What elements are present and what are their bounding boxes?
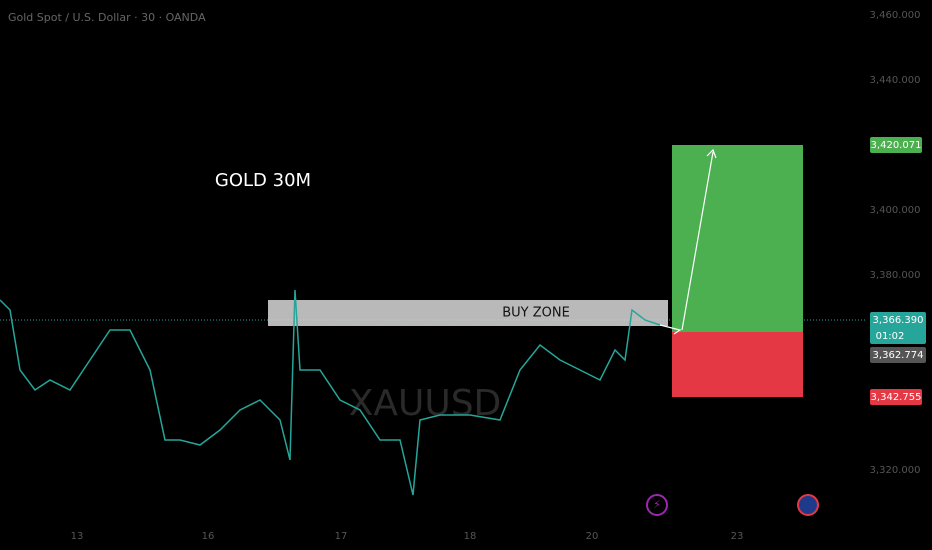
stop-price: 3,342.755 — [871, 392, 922, 403]
projection-arrow — [681, 151, 714, 331]
entry-price-box — [870, 347, 926, 363]
price-tick: 3,320.000 — [870, 465, 921, 476]
time-label: 18 — [464, 531, 477, 542]
price-tick: 3,380.000 — [870, 270, 921, 281]
time-label: 23 — [731, 531, 744, 542]
stop-zone — [672, 332, 803, 397]
timeframe-label: GOLD 30M — [215, 170, 311, 191]
price-tick: 3,460.000 — [870, 10, 921, 21]
arrow-head — [706, 148, 717, 159]
stop-price-box — [870, 389, 922, 405]
symbol-title: Gold Spot / U.S. Dollar · 30 · OANDA — [8, 11, 206, 24]
time-label: 13 — [71, 531, 84, 542]
target-price-box — [870, 137, 922, 153]
last-price-box — [870, 312, 926, 344]
time-label: 17 — [335, 531, 348, 542]
economic-event-icon[interactable] — [797, 494, 819, 516]
entry-arrow — [659, 324, 682, 335]
time-label: 16 — [202, 531, 215, 542]
price-tick: 3,440.000 — [870, 75, 921, 86]
countdown: 01:02 — [876, 331, 905, 342]
target-price: 3,420.071 — [871, 140, 922, 151]
last-price: 3,366.390 — [873, 315, 924, 326]
entry-price: 3,362.774 — [873, 350, 924, 361]
time-label: 20 — [586, 531, 599, 542]
event-icon-glyph: ⚡ — [653, 498, 661, 511]
target-zone — [672, 145, 803, 332]
buy-zone — [268, 300, 668, 326]
buy-zone-label: BUY ZONE — [502, 306, 570, 321]
price-trace — [0, 289, 661, 496]
watermark: XAUUSD — [349, 383, 502, 424]
event-icon[interactable] — [646, 494, 668, 516]
price-tick: 3,400.000 — [870, 205, 921, 216]
